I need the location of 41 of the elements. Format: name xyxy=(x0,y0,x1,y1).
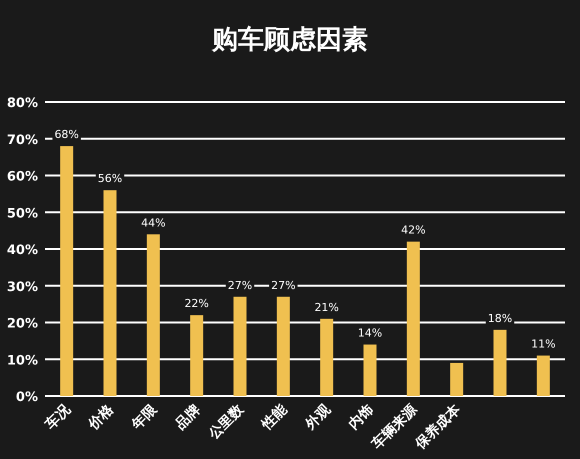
data-label: 56% xyxy=(98,172,122,186)
y-tick-label: 60% xyxy=(6,170,38,184)
x-tick-label: 品牌 xyxy=(172,402,204,433)
y-tick-label: 10% xyxy=(6,353,38,368)
x-tick-label: 年限 xyxy=(128,400,161,434)
x-tick-label: 内饰 xyxy=(346,402,377,433)
x-tick-label: 外观 xyxy=(302,400,334,434)
data-label: 22% xyxy=(184,297,209,310)
bar xyxy=(190,315,204,396)
data-label: 42% xyxy=(401,224,426,237)
data-label: 27% xyxy=(228,278,252,292)
bar xyxy=(276,296,290,396)
y-tick-label: 40% xyxy=(6,243,38,258)
y-tick-label: 30% xyxy=(6,280,38,295)
bar xyxy=(104,190,116,396)
bar xyxy=(234,296,246,396)
y-tick-label: 0% xyxy=(16,390,38,405)
x-tick-label: 价格 xyxy=(85,400,118,434)
bar xyxy=(146,234,160,396)
data-label: 18% xyxy=(488,312,512,325)
y-tick-label: 70% xyxy=(6,132,38,148)
y-tick-label: 50% xyxy=(6,206,38,222)
bar xyxy=(406,242,420,396)
chart-title: 购车顾虑因素 xyxy=(211,25,368,55)
x-tick-label: 公里数 xyxy=(205,400,248,444)
data-label: 21% xyxy=(314,300,339,314)
bar xyxy=(364,344,376,396)
y-tick-label: 20% xyxy=(6,316,38,332)
data-label: 14% xyxy=(358,326,382,340)
x-tick-label: 性能 xyxy=(258,400,291,434)
x-tick-label: 车况 xyxy=(40,400,74,434)
y-tick-label: 80% xyxy=(6,96,38,111)
bar xyxy=(320,318,334,396)
data-label: 44% xyxy=(141,216,166,230)
bar xyxy=(536,356,550,396)
data-label: 27% xyxy=(271,278,296,292)
bar xyxy=(450,362,464,396)
bar xyxy=(60,146,74,396)
bar xyxy=(494,330,506,396)
data-label: 11% xyxy=(531,338,556,351)
data-label: 68% xyxy=(54,128,79,142)
